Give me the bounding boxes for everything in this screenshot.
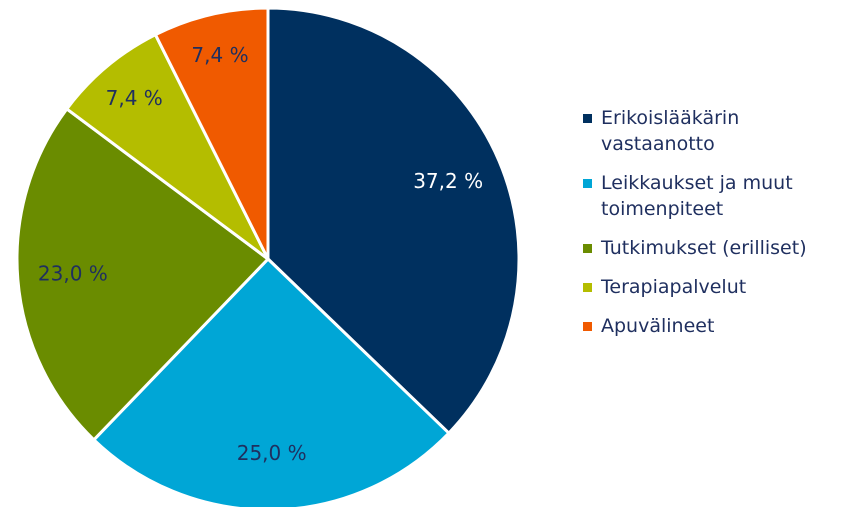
- legend-item: Leikkaukset ja muut toimenpiteet: [583, 170, 845, 222]
- legend-label: Terapiapalvelut: [601, 276, 747, 298]
- data-label: 7,4 %: [106, 86, 163, 110]
- legend: Erikoislääkärin vastaanotto Leikkaukset j…: [583, 105, 845, 352]
- legend-label: Tutkimukset (erilliset): [601, 237, 807, 259]
- legend-label: Apuvälineet: [601, 315, 715, 337]
- legend-swatch: [583, 114, 592, 123]
- legend-swatch: [583, 244, 592, 253]
- legend-label: Erikoislääkärin vastaanotto: [601, 107, 740, 155]
- legend-label: Leikkaukset ja muut toimenpiteet: [601, 172, 793, 220]
- data-label: 25,0 %: [237, 441, 307, 465]
- legend-item: Erikoislääkärin vastaanotto: [583, 105, 845, 157]
- legend-swatch: [583, 322, 592, 331]
- data-label: 37,2 %: [413, 169, 483, 193]
- data-label: 23,0 %: [38, 261, 108, 285]
- legend-item: Apuvälineet: [583, 313, 845, 339]
- pie-slice: [153, 6, 270, 260]
- chart: 37,2 % 25,0 % 23,0 % 7,4 % 7,4 %: [15, 6, 521, 507]
- legend-item: Tutkimukset (erilliset): [583, 235, 845, 261]
- pie-slice: [15, 106, 271, 442]
- pie-slice: [266, 6, 521, 436]
- pie-slice: [91, 256, 451, 507]
- legend-swatch: [583, 283, 592, 292]
- data-label: 7,4 %: [191, 43, 248, 67]
- legend-swatch: [583, 179, 592, 188]
- legend-item: Terapiapalvelut: [583, 274, 845, 300]
- pie-slice: [64, 32, 270, 261]
